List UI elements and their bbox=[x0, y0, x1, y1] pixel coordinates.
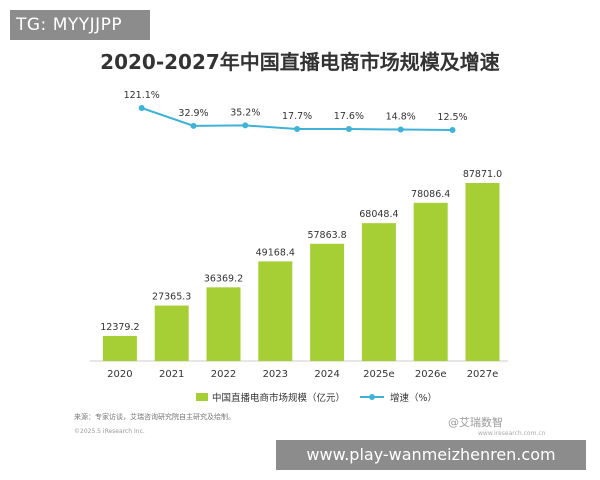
legend-label-line: 增速（%） bbox=[390, 392, 437, 404]
source-note: 来源：专家访谈，艾瑞咨询研究院自主研究及绘制。 bbox=[74, 413, 235, 421]
x-tick-label: 2021 bbox=[159, 369, 184, 380]
legend: 中国直播电商市场规模（亿元） 增速（%） bbox=[196, 392, 437, 404]
x-tick-label: 2025e bbox=[363, 369, 395, 380]
growth-point bbox=[294, 125, 301, 132]
growth-point bbox=[190, 122, 197, 129]
growth-value-label: 121.1% bbox=[124, 90, 160, 101]
bar bbox=[102, 335, 137, 361]
growth-point bbox=[397, 126, 404, 133]
url-watermark-banner: www.play-wanmeizhenren.com bbox=[276, 440, 586, 470]
bar-value-label: 12379.2 bbox=[100, 322, 139, 333]
growth-point bbox=[242, 122, 249, 129]
x-tick-label: 2024 bbox=[314, 369, 339, 380]
growth-value-label: 12.5% bbox=[437, 112, 467, 123]
growth-point bbox=[449, 127, 456, 133]
x-tick-label: 2027e bbox=[467, 369, 499, 380]
legend-swatch-dot bbox=[369, 394, 375, 400]
brand-logo-text: @艾瑞数智 bbox=[448, 416, 503, 429]
bar bbox=[206, 287, 241, 361]
bar bbox=[154, 305, 189, 361]
copyright-note: ©2025.5 iResearch Inc. bbox=[74, 428, 145, 435]
bar bbox=[361, 223, 396, 361]
growth-value-label: 32.9% bbox=[178, 108, 208, 119]
bar-value-label: 57863.8 bbox=[307, 230, 346, 241]
bar-value-label: 78086.4 bbox=[411, 189, 450, 200]
growth-point bbox=[138, 105, 145, 111]
x-tick-label: 2026e bbox=[415, 369, 447, 380]
growth-value-label: 35.2% bbox=[230, 107, 260, 118]
bar-value-label: 87871.0 bbox=[463, 169, 502, 180]
bar-layer: 12379.2 2020 27365.3 2021 36369.2 2022 49168.4… bbox=[90, 169, 508, 380]
growth-point bbox=[345, 125, 352, 132]
legend-swatch-bar bbox=[196, 393, 208, 401]
growth-value-label: 17.6% bbox=[334, 111, 364, 122]
chart-title: 2020-2027年中国直播电商市场规模及增速 bbox=[100, 50, 500, 74]
growth-value-label: 14.8% bbox=[386, 112, 416, 123]
bar-value-label: 49168.4 bbox=[256, 247, 295, 258]
brand-url: www.iresearch.com.cn bbox=[478, 430, 546, 437]
x-tick-label: 2020 bbox=[107, 369, 132, 380]
bar-value-label: 68048.4 bbox=[359, 209, 398, 220]
bar-value-label: 36369.2 bbox=[204, 273, 243, 284]
growth-line-layer: 121.1% 32.9% 35.2% 17.7% 17.6% 14.8% 12.5% bbox=[124, 90, 468, 133]
bar bbox=[258, 261, 293, 361]
legend-label-bar: 中国直播电商市场规模（亿元） bbox=[212, 392, 345, 404]
growth-value-label: 17.7% bbox=[282, 111, 312, 122]
bar bbox=[413, 202, 448, 361]
bar bbox=[465, 183, 500, 361]
bar bbox=[310, 243, 345, 361]
x-tick-label: 2022 bbox=[211, 369, 236, 380]
x-tick-label: 2023 bbox=[263, 369, 288, 380]
watermark-badge: TG: MYYJJPP bbox=[10, 10, 150, 40]
bar-value-label: 27365.3 bbox=[152, 292, 191, 303]
